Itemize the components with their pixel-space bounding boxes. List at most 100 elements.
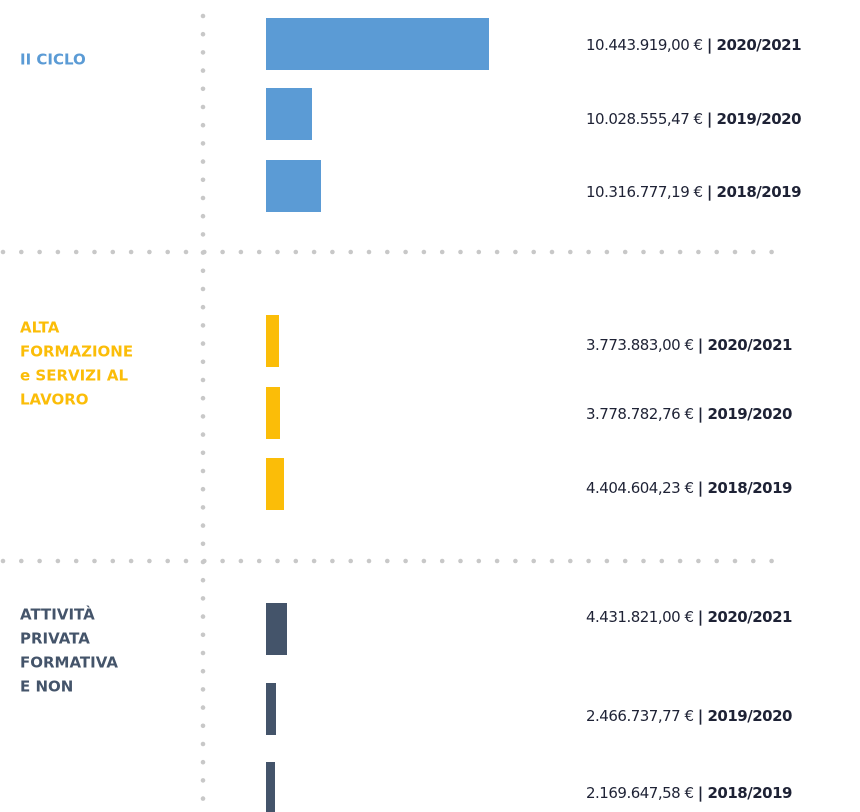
dot (92, 249, 97, 255)
dot (696, 558, 701, 564)
dot (348, 249, 354, 255)
dot (200, 323, 206, 328)
dot (200, 177, 206, 183)
bar (266, 683, 276, 735)
dot (311, 249, 317, 255)
dot (476, 558, 482, 564)
dot (183, 249, 189, 255)
dot (513, 249, 518, 255)
dot (200, 195, 206, 201)
dot (769, 558, 774, 564)
dot (622, 249, 628, 255)
dot (220, 558, 225, 564)
school-year: | 2019/2020 (707, 110, 801, 129)
bar (266, 18, 489, 70)
dot (200, 577, 206, 583)
bars (266, 18, 489, 812)
amount: 10.443.919,00 € (586, 36, 703, 54)
dot (200, 13, 206, 19)
dot (200, 596, 206, 601)
school-year: | 2020/2021 (707, 36, 801, 55)
dot (200, 31, 206, 37)
dot (531, 249, 536, 255)
dot (0, 249, 6, 255)
dot (200, 395, 206, 401)
dot (19, 249, 24, 255)
amount-row: 10.028.555,47 € | 2019/2020 (586, 110, 801, 129)
dot (92, 558, 97, 564)
dot (200, 468, 206, 474)
amount-row: 4.431.821,00 € | 2020/2021 (586, 608, 792, 627)
dot (200, 705, 206, 710)
group-label: LAVORO (20, 391, 89, 409)
dot (73, 558, 79, 564)
group-label: e SERVIZI AL (20, 367, 128, 385)
dot (200, 668, 206, 674)
school-year: | 2018/2019 (698, 784, 792, 803)
dot (202, 249, 207, 255)
dot (200, 232, 206, 237)
amount-row: 3.773.883,00 € | 2020/2021 (586, 336, 792, 355)
dot (128, 249, 134, 255)
amount: 10.028.555,47 € (586, 110, 703, 128)
amount: 10.316.777,19 € (586, 183, 703, 201)
dot (622, 558, 628, 564)
dot (37, 558, 42, 564)
dot (439, 249, 445, 255)
dot (568, 249, 573, 255)
dot (200, 286, 206, 292)
dot (568, 558, 573, 564)
dot (200, 68, 206, 73)
dot (403, 249, 408, 255)
dot (165, 249, 170, 255)
dot (200, 778, 206, 783)
dot (110, 558, 116, 564)
dot (677, 558, 683, 564)
dot (238, 558, 244, 564)
dot (200, 541, 206, 547)
dot (751, 249, 756, 255)
dot (494, 249, 500, 255)
dot (200, 523, 206, 528)
dot (659, 558, 665, 564)
dot (586, 558, 591, 564)
dot (330, 249, 335, 255)
dot (311, 558, 317, 564)
school-year: | 2019/2020 (698, 405, 792, 424)
dot (604, 249, 610, 255)
dot (200, 759, 206, 765)
dot (200, 122, 206, 128)
school-year: | 2020/2021 (698, 608, 792, 627)
dot (348, 558, 354, 564)
school-year: | 2019/2020 (698, 707, 792, 726)
amount-row: 4.404.604,23 € | 2018/2019 (586, 479, 792, 498)
group-label: II CICLO (20, 51, 86, 69)
dot (275, 558, 280, 564)
dot (19, 558, 24, 564)
dot (421, 558, 427, 564)
dot (366, 558, 372, 564)
amount: 4.404.604,23 € (586, 479, 694, 497)
dot (55, 558, 61, 564)
amount-row: 10.316.777,19 € | 2018/2019 (586, 183, 801, 202)
group-label: E NON (20, 678, 73, 696)
school-year: | 2018/2019 (707, 183, 801, 202)
dot (476, 249, 482, 255)
dot (439, 558, 445, 564)
dot (200, 723, 206, 729)
bar (266, 762, 275, 812)
bar (266, 315, 279, 367)
dot (403, 558, 408, 564)
group-label: FORMATIVA (20, 654, 118, 672)
dot (200, 414, 206, 419)
dot (366, 249, 372, 255)
bar (266, 387, 280, 439)
dot (385, 558, 390, 564)
dot (751, 558, 756, 564)
dot (659, 249, 665, 255)
dot (385, 249, 390, 255)
bar (266, 603, 287, 655)
bar (266, 458, 284, 510)
amount: 2.466.737,77 € (586, 707, 694, 725)
